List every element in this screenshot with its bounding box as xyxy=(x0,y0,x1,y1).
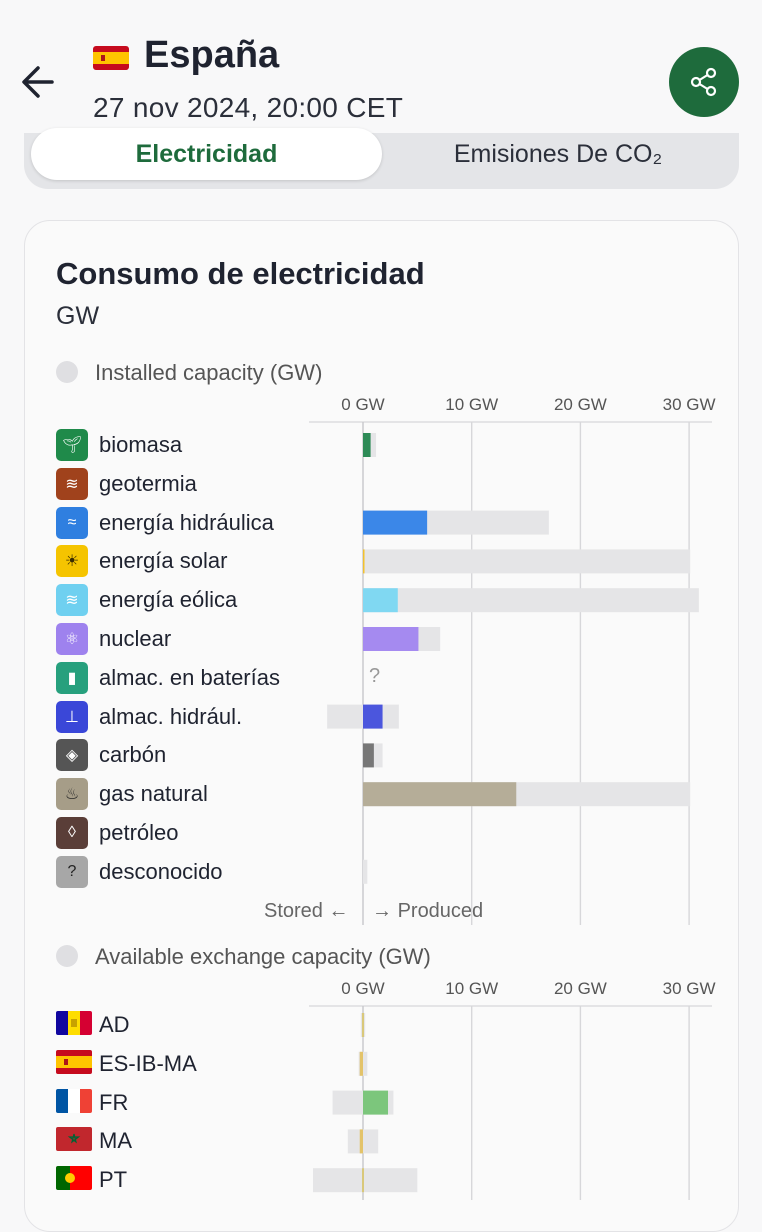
spain-flag-icon xyxy=(93,46,129,70)
source-label: desconocido xyxy=(99,858,223,884)
atom-icon: ⚛ xyxy=(56,623,88,655)
exchange-flow-bar xyxy=(359,1129,363,1154)
source-label: petróleo xyxy=(99,820,179,845)
capacity-bar xyxy=(363,588,699,613)
pumped-storage-icon: ⊥ xyxy=(56,700,88,733)
exchange-zone-label: PT xyxy=(99,1167,128,1193)
exchange-zone-label: ES-IB-MA xyxy=(99,1050,197,1076)
source-label: energía hidráulica xyxy=(99,509,274,535)
axis-tick-label: 10 GW xyxy=(445,979,499,998)
storage-capacity-bar xyxy=(327,704,363,729)
arrow-right-small-icon: → xyxy=(372,900,398,922)
source-label: energía eólica xyxy=(99,587,238,613)
sprout-icon: 🌱︎ xyxy=(56,429,88,461)
installed-capacity-radio[interactable] xyxy=(56,361,78,383)
exchange-capacity-radio[interactable] xyxy=(56,945,78,967)
datetime-label: 27 nov 2024, 20:00 CET xyxy=(93,92,404,123)
axis-tick-label: 30 GW xyxy=(662,979,716,998)
source-label: almac. hidrául. xyxy=(99,703,243,729)
card-title: Consumo de electricidad xyxy=(56,256,425,291)
production-bar xyxy=(363,549,365,574)
andorra-flag-icon xyxy=(56,1011,92,1035)
morocco-flag xyxy=(56,1127,92,1152)
share-icon xyxy=(690,67,717,97)
source-label: gas natural xyxy=(99,781,208,807)
source-label: energía solar xyxy=(99,548,228,574)
back-button[interactable] xyxy=(18,60,62,104)
exchange-flow-bar xyxy=(362,1168,364,1193)
axis-tick-label: 20 GW xyxy=(553,395,607,414)
capacity-bar xyxy=(363,859,368,884)
france-flag xyxy=(56,1088,92,1113)
exchange-capacity-bar xyxy=(312,1168,418,1193)
production-bar xyxy=(363,782,517,807)
axis-tick-label: 10 GW xyxy=(445,395,499,414)
axis-tick-label: 30 GW xyxy=(662,395,716,414)
produced-text: Produced xyxy=(397,900,484,922)
production-bar xyxy=(363,704,383,729)
morocco-flag-icon xyxy=(56,1127,92,1152)
battery-unknown-mark: ? xyxy=(369,664,381,687)
source-label: nuclear xyxy=(99,626,172,651)
exchange-zone-label: AD xyxy=(99,1012,130,1037)
share-button[interactable] xyxy=(669,47,739,117)
stored-text: Stored xyxy=(264,900,323,922)
arrow-left-small-icon: ← xyxy=(328,900,349,922)
axis-tick-label: 0 GW xyxy=(341,395,385,414)
stored-label: Stored ← xyxy=(264,900,349,923)
battery-icon: ▮ xyxy=(56,661,88,694)
tab-electricity[interactable]: Electricidad xyxy=(31,128,382,180)
source-label: geotermia xyxy=(99,470,197,496)
tab-co2-emissions[interactable]: Emisiones De CO₂ xyxy=(453,139,663,168)
water-waves-icon: ≈ xyxy=(56,506,88,539)
sun-icon: ☀ xyxy=(56,545,88,578)
exchange-capacity-label: Available exchange capacity (GW) xyxy=(95,944,431,969)
axis-tick-label: 20 GW xyxy=(553,979,607,998)
axis-tick-label: 0 GW xyxy=(341,979,385,998)
question-icon: ? xyxy=(56,855,88,888)
exchange-flow-bar xyxy=(359,1051,363,1076)
installed-capacity-label: Installed capacity (GW) xyxy=(95,360,323,385)
production-bar xyxy=(363,743,374,768)
production-bar xyxy=(363,433,371,457)
france-flag-icon xyxy=(56,1088,92,1113)
arrow-left-icon xyxy=(22,66,54,98)
zone-title: España xyxy=(144,34,280,76)
wind-icon: ≋ xyxy=(56,584,88,617)
coal-icon: ◈ xyxy=(56,739,88,772)
source-label: biomasa xyxy=(99,432,183,457)
heat-waves-icon: ≋ xyxy=(56,467,88,500)
andorra-flag xyxy=(56,1011,92,1035)
exchange-flow-bar xyxy=(363,1090,389,1115)
source-label: almac. en baterías xyxy=(99,664,280,690)
exchange-flow-bar xyxy=(362,1013,364,1037)
capacity-bar xyxy=(363,549,691,574)
portugal-flag xyxy=(56,1166,92,1191)
produced-label: → Produced xyxy=(372,900,483,923)
capacity-charts xyxy=(309,421,712,1200)
spain-flag-icon xyxy=(56,1049,92,1074)
source-label: carbón xyxy=(99,742,167,768)
production-bar xyxy=(363,627,419,651)
flame-icon: ♨ xyxy=(56,778,88,811)
exchange-zone-label: MA xyxy=(99,1128,132,1154)
portugal-flag-icon xyxy=(56,1166,92,1191)
exchange-zone-label: FR xyxy=(99,1089,129,1115)
production-bar xyxy=(363,588,398,613)
spain-flag xyxy=(56,1049,92,1074)
oil-drop-icon: ◊ xyxy=(56,817,88,849)
production-bar xyxy=(363,510,428,535)
card-unit: GW xyxy=(56,302,100,330)
